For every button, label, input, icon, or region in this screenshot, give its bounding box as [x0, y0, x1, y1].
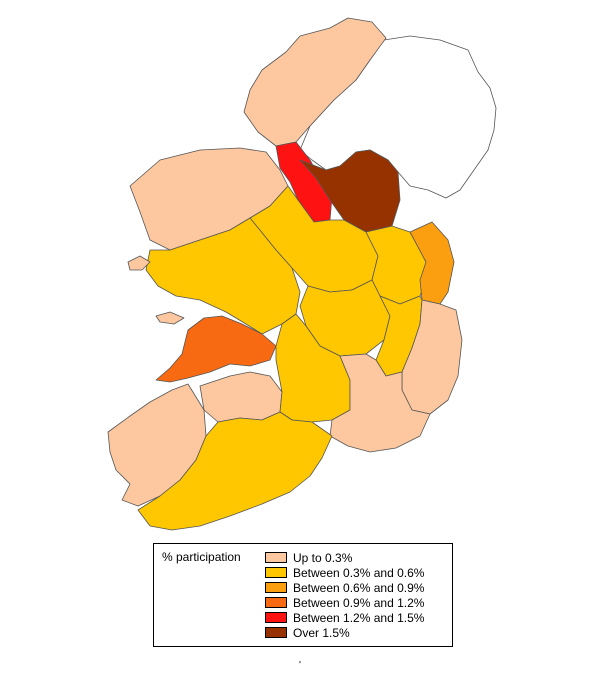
- legend-swatch: [265, 597, 287, 608]
- region-limerick: [199, 371, 283, 423]
- legend-label: Over 1.5%: [293, 625, 350, 640]
- region-louth: [409, 221, 455, 305]
- northern-ireland-outline: [299, 35, 497, 199]
- region-cork: [137, 411, 333, 531]
- legend-label: Up to 0.3%: [293, 550, 353, 565]
- map-legend: % participation Up to 0.3% Between 0.3% …: [153, 543, 453, 647]
- legend-item: Between 1.2% and 1.5%: [265, 610, 424, 625]
- legend-item: Over 1.5%: [265, 625, 424, 640]
- legend-label: Between 0.3% and 0.6%: [293, 565, 425, 580]
- region-donegal: [243, 17, 387, 147]
- ireland-map: [107, 17, 497, 531]
- legend-items: Up to 0.3% Between 0.3% and 0.6% Between…: [265, 550, 424, 640]
- legend-swatch: [265, 552, 287, 563]
- footer-mark: ': [299, 660, 301, 671]
- legend-item: Between 0.9% and 1.2%: [265, 595, 424, 610]
- legend-swatch: [265, 612, 287, 623]
- legend-swatch: [265, 627, 287, 638]
- legend-swatch: [265, 567, 287, 578]
- island-aran: [155, 311, 185, 325]
- legend-item: Between 0.3% and 0.6%: [265, 565, 424, 580]
- island-achill: [127, 255, 151, 271]
- region-clare: [155, 315, 277, 383]
- legend-swatch: [265, 582, 287, 593]
- region-wexford: [329, 353, 431, 453]
- legend-label: Between 0.6% and 0.9%: [293, 580, 425, 595]
- legend-label: Between 1.2% and 1.5%: [293, 610, 425, 625]
- legend-item: Up to 0.3%: [265, 550, 424, 565]
- legend-title: % participation: [162, 550, 241, 564]
- legend-label: Between 0.9% and 1.2%: [293, 595, 425, 610]
- region-cavan-monaghan: [299, 149, 401, 233]
- legend-item: Between 0.6% and 0.9%: [265, 580, 424, 595]
